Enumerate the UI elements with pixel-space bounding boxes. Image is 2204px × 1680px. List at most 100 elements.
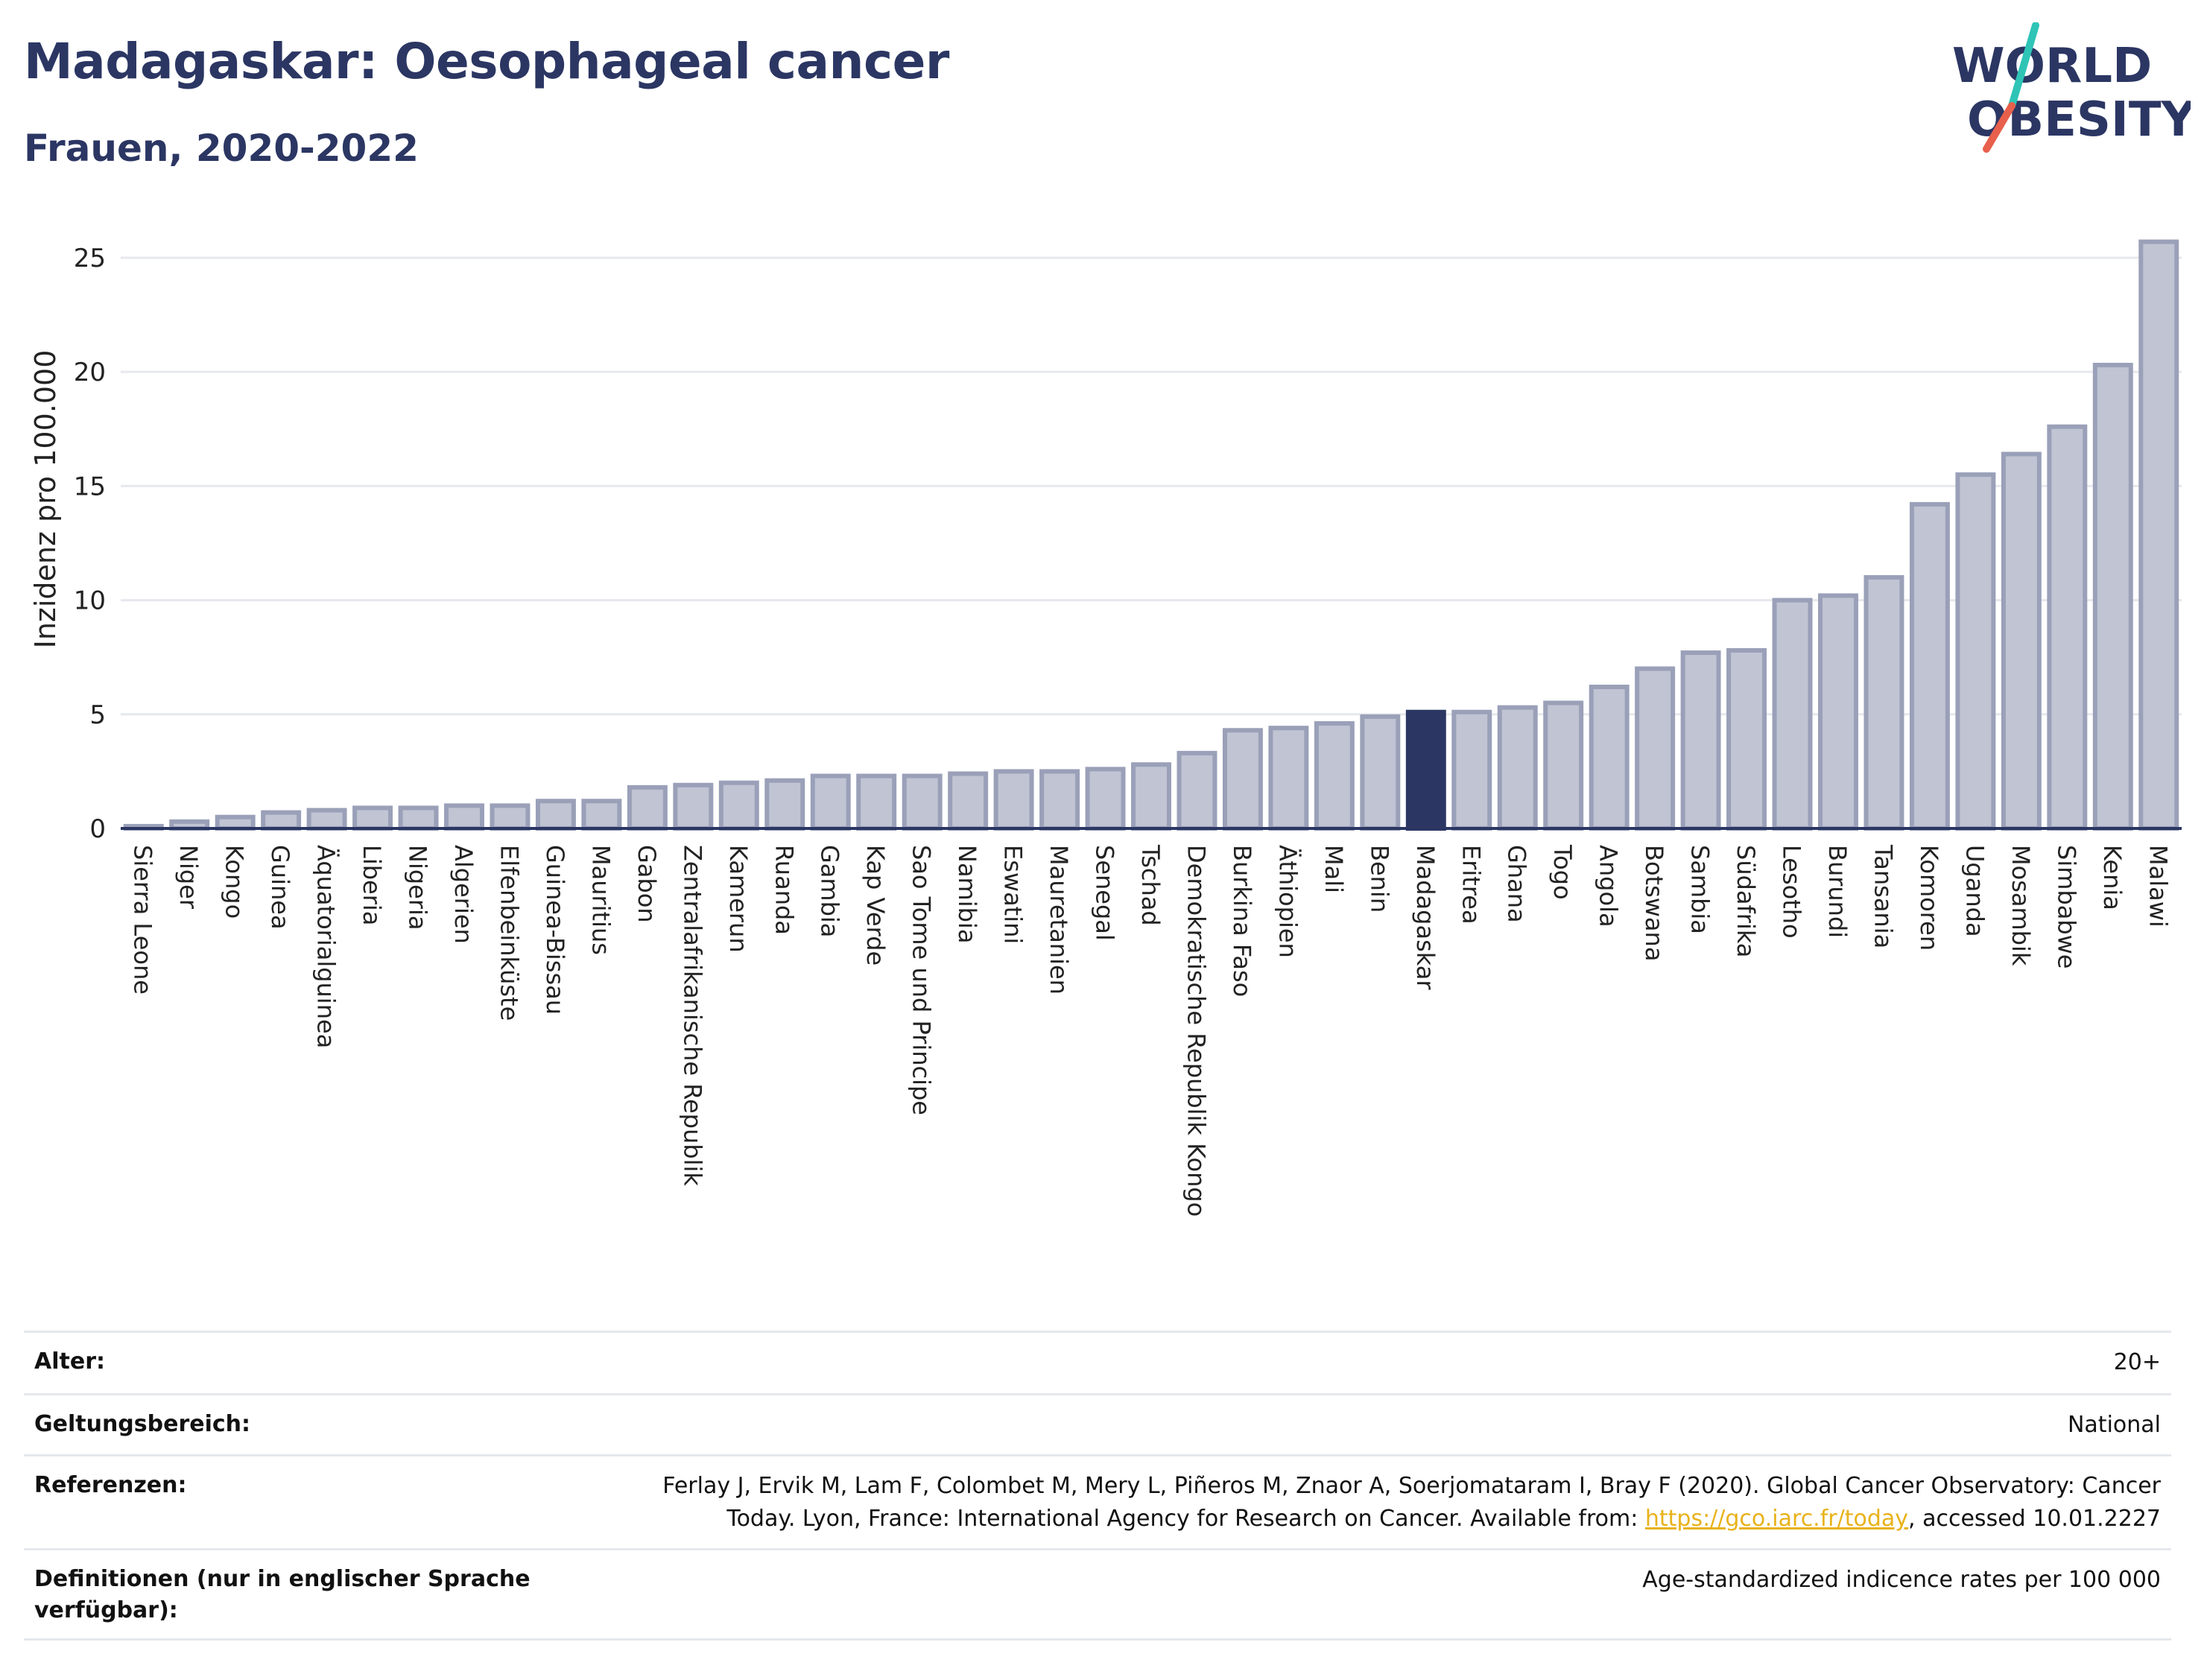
bar — [1680, 650, 1721, 831]
references-link[interactable]: https://gco.iarc.fr/today — [1644, 1506, 1909, 1532]
x-tick-label: Kongo — [221, 845, 249, 919]
bar — [1314, 721, 1355, 831]
bar — [2047, 424, 2088, 831]
y-tick-label: 20 — [74, 358, 106, 387]
bar — [1360, 714, 1401, 831]
x-tick-label: Südafrika — [1732, 845, 1760, 957]
x-tick-label: Mauritius — [586, 845, 615, 955]
bar — [627, 784, 668, 831]
y-tick-label: 10 — [74, 586, 106, 616]
x-tick-label: Algerien — [449, 845, 478, 944]
scope-value: National — [2067, 1412, 2161, 1438]
bar — [581, 799, 622, 831]
bar-chart: 0 5 10 15 20 25 Sierra Leone Niger Kongo Guinea Äq… — [29, 239, 2182, 1217]
bar — [1818, 593, 1858, 831]
bar — [1177, 750, 1217, 831]
x-tick-label: Burundi — [1823, 845, 1852, 938]
world-obesity-logo: WORLD OBESITY — [1952, 22, 2191, 153]
bar — [1497, 705, 1538, 831]
bar — [1039, 769, 1080, 831]
references-value: Ferlay J, Ervik M, Lam F, Colombet M, Me… — [556, 1470, 2171, 1535]
bar — [1909, 501, 1950, 831]
bar — [2138, 239, 2179, 831]
x-tick-label: Simbabwe — [2052, 845, 2080, 969]
x-tick-label: Liberia — [358, 845, 386, 925]
x-tick-label: Äthiopien — [1273, 845, 1302, 958]
bar-highlight — [1405, 709, 1446, 831]
x-tick-label: Sierra Leone — [129, 845, 157, 995]
x-tick-label: Äquatorialguinea — [312, 845, 341, 1048]
x-tick-label: Ruanda — [770, 845, 798, 935]
bar — [1726, 647, 1767, 831]
x-tick-label: Botswana — [1640, 845, 1668, 961]
age-value: 20+ — [2113, 1349, 2161, 1375]
definitions-label: Definitionen (nur in englischer Sprache … — [34, 1566, 531, 1623]
bar — [718, 780, 759, 831]
x-tick-label: Gambia — [816, 845, 844, 937]
y-tick-label: 0 — [89, 814, 106, 844]
x-tick-label: Lesotho — [1778, 845, 1806, 939]
bar — [352, 805, 393, 831]
x-tick-label: Senegal — [1091, 845, 1119, 941]
meta-table: Alter: 20+ Geltungsbereich: National Ref… — [24, 1331, 2171, 1641]
age-label: Alter: — [34, 1348, 105, 1375]
bar — [1268, 726, 1309, 831]
x-tick-label: Guinea — [266, 845, 294, 930]
bar — [306, 808, 347, 831]
x-tick-label: Angola — [1595, 845, 1623, 928]
x-tick-label: Kamerun — [724, 845, 753, 953]
logo-slash-top — [2008, 22, 2039, 110]
x-tick-label: Kap Verde — [861, 845, 890, 966]
bar — [1635, 666, 1676, 831]
references-label: Referenzen: — [34, 1472, 187, 1498]
x-tick-label: Madagaskar — [1411, 845, 1440, 990]
x-tick-label: Tansania — [1869, 844, 1897, 948]
meta-row-scope: Geltungsbereich: National — [24, 1393, 2171, 1454]
label-layer: 0 5 10 15 20 25 Sierra Leone Niger Kongo Guinea Äq… — [74, 244, 2173, 1217]
meta-row-definitions: Definitionen (nur in englischer Sprache … — [24, 1548, 2171, 1641]
x-tick-label: Burkina Faso — [1228, 845, 1256, 997]
meta-row-references: Referenzen: Ferlay J, Ervik M, Lam F, Co… — [24, 1454, 2171, 1548]
x-tick-label: Gabon — [633, 845, 661, 923]
bar — [1589, 685, 1630, 831]
x-tick-label: Sao Tome und Principe — [908, 845, 936, 1115]
references-text-1: Ferlay J, Ervik M, Lam F, Colombet M, Me… — [662, 1473, 2161, 1499]
bar — [764, 778, 805, 831]
bar — [948, 771, 989, 831]
bar — [535, 799, 576, 831]
references-text-3: , accessed 10.01.2227 — [1908, 1506, 2161, 1532]
x-tick-label: Eritrea — [1457, 845, 1485, 925]
bar — [215, 814, 256, 831]
definitions-value: Age-standardized indicence rates per 100… — [1642, 1567, 2161, 1593]
x-tick-label: Nigeria — [404, 845, 432, 930]
x-tick-label: Mosambik — [2007, 845, 2035, 966]
x-tick-label: Tschad — [1136, 844, 1165, 926]
logo-line1: WORLD — [1952, 39, 2152, 94]
x-tick-label: Elfenbeinküste — [495, 845, 523, 1021]
logo-slash-bottom — [1983, 102, 2015, 153]
x-tick-label: Niger — [174, 845, 203, 910]
bar — [2001, 451, 2042, 831]
x-tick-label: Togo — [1548, 844, 1577, 900]
bar — [1131, 762, 1171, 831]
bar — [490, 803, 531, 831]
references-text-2: Today. Lyon, France: International Agenc… — [726, 1506, 1645, 1532]
bar — [1222, 728, 1263, 831]
x-tick-label: Mali — [1320, 845, 1348, 893]
x-tick-label: Eswatini — [999, 845, 1027, 944]
scope-label: Geltungsbereich: — [34, 1411, 251, 1437]
bar — [1772, 597, 1813, 831]
bar — [810, 773, 851, 831]
bar — [902, 773, 943, 831]
x-tick-label: Demokratische Republik Kongo — [1182, 845, 1210, 1217]
chart-subtitle: Frauen, 2020-2022 — [24, 127, 419, 170]
bar — [1955, 472, 1996, 831]
bar — [261, 810, 302, 831]
bar — [993, 769, 1034, 831]
x-tick-label: Namibia — [953, 845, 981, 943]
bar — [673, 782, 714, 831]
y-tick-label: 5 — [89, 700, 106, 730]
y-tick-label: 25 — [74, 244, 106, 273]
x-tick-label: Benin — [1365, 845, 1393, 913]
bar — [2092, 362, 2133, 831]
